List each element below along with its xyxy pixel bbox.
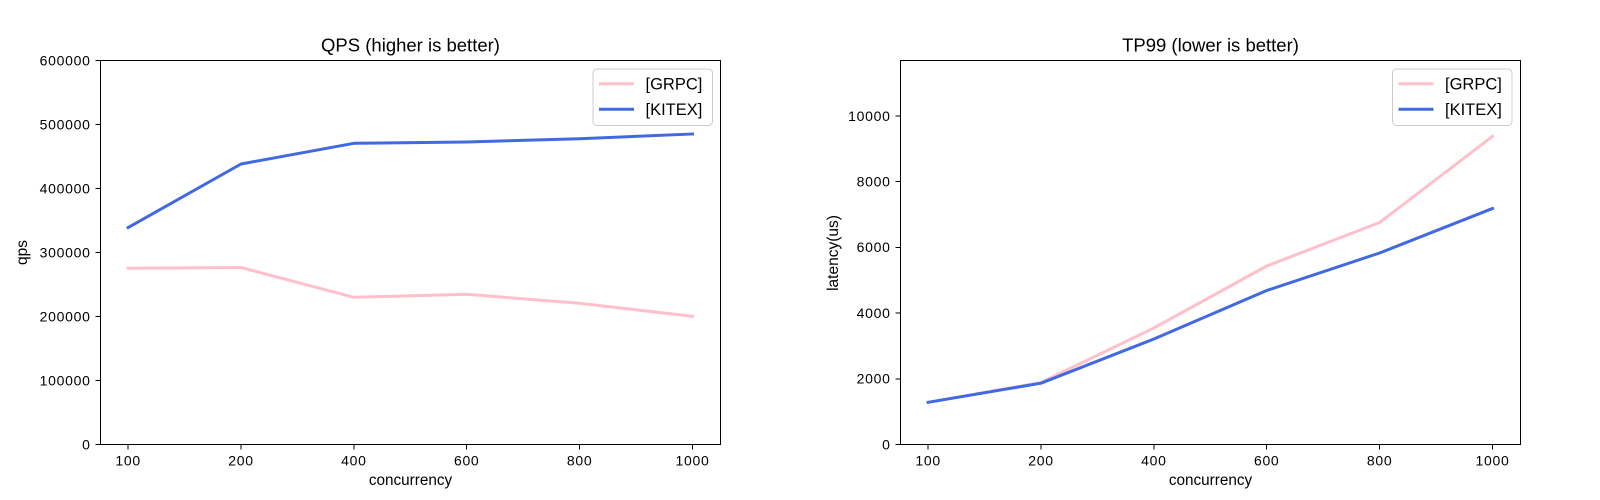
svg-text:200000: 200000 [40, 308, 91, 324]
svg-text:100: 100 [115, 453, 140, 469]
svg-text:800: 800 [1367, 453, 1392, 469]
svg-text:10000: 10000 [848, 108, 890, 124]
svg-text:[GRPC]: [GRPC] [646, 75, 703, 93]
svg-text:200: 200 [1028, 453, 1053, 469]
svg-text:concurrency: concurrency [369, 472, 453, 489]
svg-text:600: 600 [454, 453, 479, 469]
svg-text:8000: 8000 [857, 174, 891, 190]
svg-text:QPS (higher is better): QPS (higher is better) [321, 35, 500, 56]
svg-text:1000: 1000 [676, 453, 710, 469]
svg-text:0: 0 [82, 436, 91, 452]
svg-text:4000: 4000 [857, 305, 891, 321]
svg-text:[KITEX]: [KITEX] [646, 101, 703, 119]
svg-text:200: 200 [228, 453, 253, 469]
svg-text:0: 0 [882, 436, 891, 452]
svg-text:800: 800 [567, 453, 592, 469]
svg-text:TP99 (lower is better): TP99 (lower is better) [1122, 35, 1299, 56]
svg-text:600000: 600000 [40, 52, 91, 68]
svg-text:6000: 6000 [857, 239, 891, 255]
svg-text:[KITEX]: [KITEX] [1445, 101, 1502, 119]
svg-text:100000: 100000 [40, 372, 91, 388]
svg-text:[GRPC]: [GRPC] [1445, 75, 1502, 93]
svg-text:latency(us): latency(us) [825, 215, 842, 291]
svg-text:concurrency: concurrency [1169, 472, 1253, 489]
svg-text:500000: 500000 [40, 116, 91, 132]
svg-text:400: 400 [1141, 453, 1166, 469]
svg-text:2000: 2000 [857, 371, 891, 387]
svg-text:600: 600 [1254, 453, 1279, 469]
svg-text:qps: qps [14, 240, 31, 265]
svg-text:300000: 300000 [40, 244, 91, 260]
svg-text:400000: 400000 [40, 180, 91, 196]
svg-text:1000: 1000 [1476, 453, 1510, 469]
svg-text:400: 400 [341, 453, 366, 469]
svg-text:100: 100 [915, 453, 940, 469]
